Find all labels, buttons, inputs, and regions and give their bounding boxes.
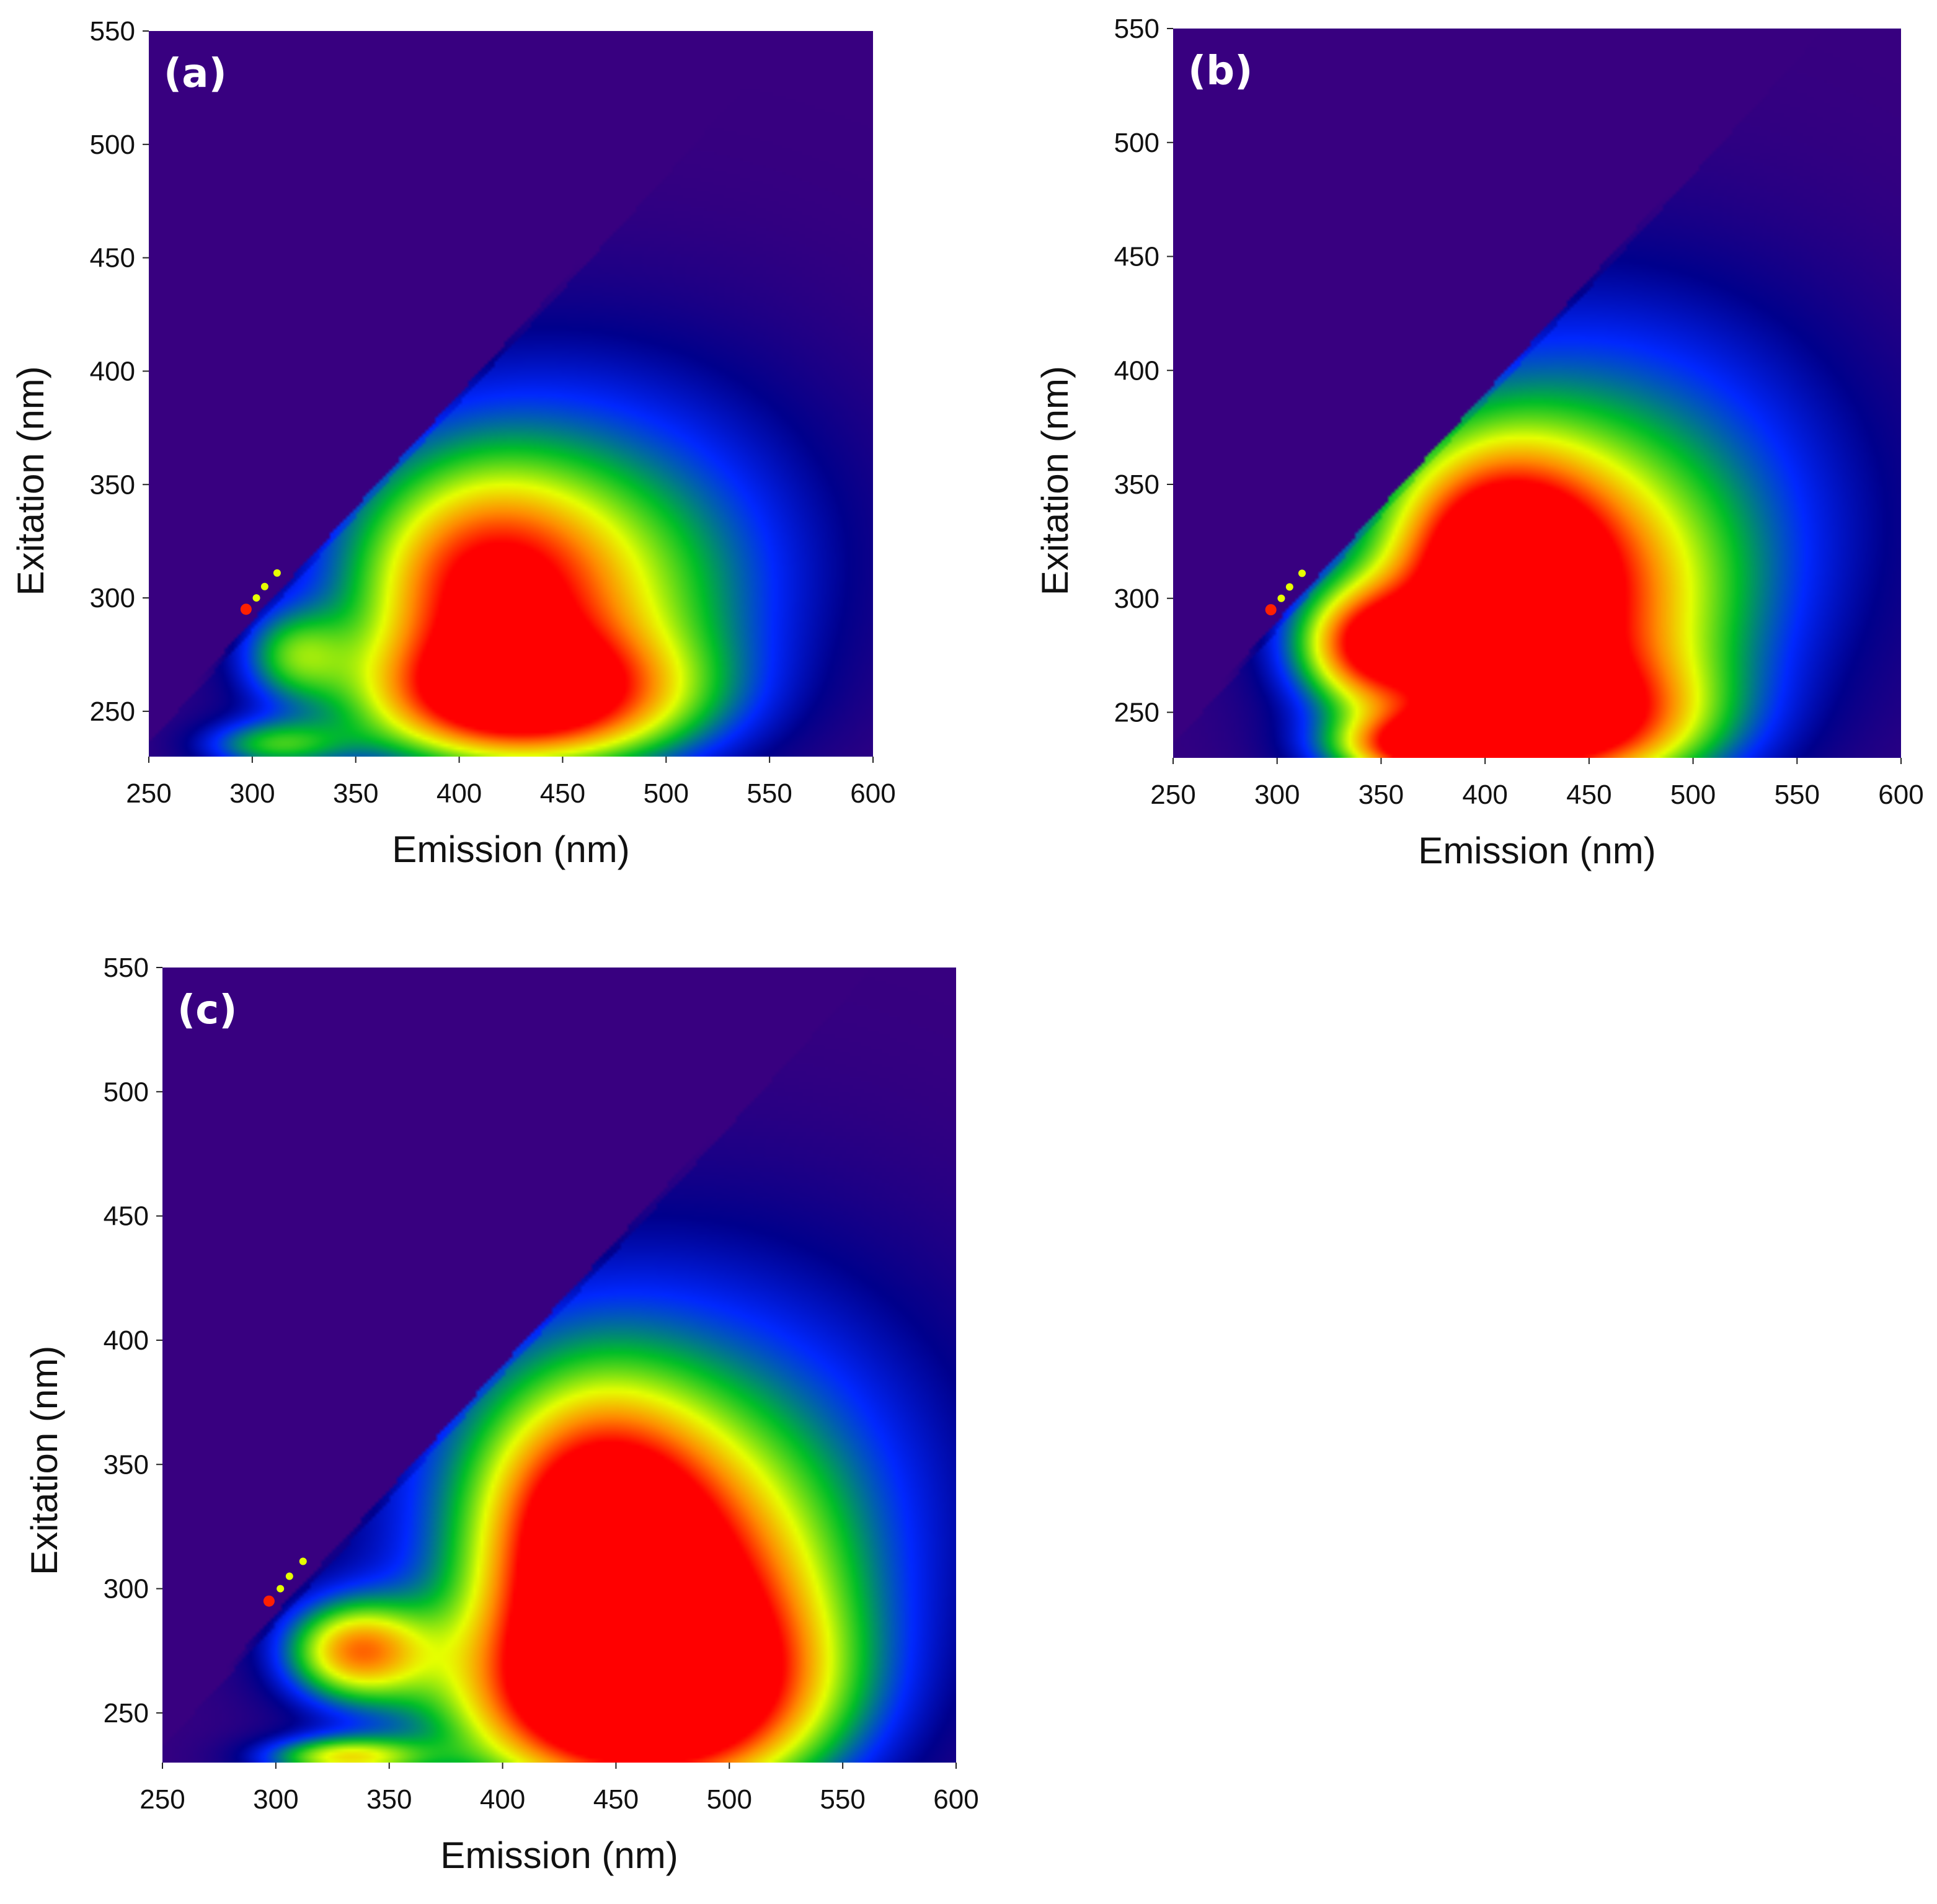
y-tick-label: 550 [1114, 14, 1159, 44]
y-tick-label: 450 [1114, 242, 1159, 272]
scatter-dot [277, 1585, 285, 1593]
scatter-dot [260, 582, 268, 590]
scatter-dot [1298, 569, 1306, 577]
scatter-dot [285, 1572, 293, 1580]
y-tick-label: 450 [90, 243, 135, 274]
x-tick-label: 300 [253, 1784, 298, 1815]
y-tick-label: 250 [104, 1698, 149, 1728]
scatter-dot [273, 569, 281, 577]
panel-label: (c) [177, 987, 237, 1033]
x-tick-label: 600 [933, 1784, 978, 1815]
scatter-dot [1285, 583, 1293, 591]
y-tick-label: 400 [90, 356, 135, 386]
y-tick-label: 250 [90, 696, 135, 727]
panel-b: 250 300 350 400 450 500 550 600 250 300 350 400 450 5… [1034, 14, 1924, 871]
scatter-dot [1265, 604, 1277, 616]
y-tick-label: 450 [104, 1201, 149, 1232]
x-axis-label: Emission (nm) [1418, 830, 1656, 871]
x-axis-label: Emission (nm) [392, 829, 629, 870]
x-tick-label: 250 [126, 778, 171, 809]
y-tick-label: 550 [90, 16, 135, 47]
scatter-dot [252, 594, 260, 602]
panel-a: 250 300 350 400 450 500 550 600 250 300 350 400 450 5… [10, 16, 896, 870]
y-axis-label: Exitation (nm) [24, 1346, 65, 1575]
x-tick-label: 600 [1878, 780, 1923, 810]
y-tick-label: 500 [1114, 128, 1159, 158]
x-tick-label: 400 [480, 1784, 525, 1815]
y-tick-label: 400 [104, 1325, 149, 1356]
x-tick-label: 450 [540, 778, 585, 809]
x-tick-label: 550 [1775, 780, 1820, 810]
y-axis-label: Exitation (nm) [1034, 366, 1076, 595]
y-axis-label: Exitation (nm) [10, 366, 51, 595]
x-tick-label: 300 [1254, 780, 1300, 810]
x-tick-label: 500 [707, 1784, 752, 1815]
x-tick-label: 350 [333, 778, 378, 809]
scatter-dot [263, 1595, 275, 1607]
x-tick-label: 450 [593, 1784, 639, 1815]
heatmap-image [162, 968, 956, 1763]
y-tick-label: 550 [104, 953, 149, 983]
x-tick-label: 550 [820, 1784, 865, 1815]
x-tick-label: 300 [229, 778, 275, 809]
y-tick-label: 350 [90, 469, 135, 500]
panel-label: (b) [1188, 48, 1252, 94]
y-tick-label: 500 [104, 1077, 149, 1107]
x-tick-label: 500 [1670, 780, 1716, 810]
x-tick-label: 450 [1566, 780, 1611, 810]
x-tick-label: 350 [366, 1784, 412, 1815]
y-tick-label: 300 [90, 583, 135, 613]
x-tick-label: 500 [644, 778, 689, 809]
scatter-dot [299, 1557, 307, 1565]
x-tick-label: 600 [850, 778, 895, 809]
heatmap-image [149, 31, 873, 757]
y-tick-label: 400 [1114, 355, 1159, 386]
x-tick-label: 350 [1359, 780, 1404, 810]
scatter-dot [240, 603, 252, 615]
x-tick-label: 250 [140, 1784, 185, 1815]
x-tick-label: 400 [1462, 780, 1507, 810]
x-tick-label: 550 [747, 778, 792, 809]
y-tick-label: 300 [1114, 584, 1159, 614]
y-tick-label: 300 [104, 1574, 149, 1604]
x-axis-label: Emission (nm) [440, 1835, 678, 1876]
y-tick-label: 250 [1114, 698, 1159, 728]
x-tick-label: 400 [437, 778, 482, 809]
x-tick-label: 250 [1150, 780, 1195, 810]
panel-c: 250 300 350 400 450 500 550 600 250 300 350 400 450 5… [24, 953, 979, 1876]
y-tick-label: 350 [104, 1449, 149, 1480]
scatter-dot [1277, 594, 1285, 602]
panel-label: (a) [164, 51, 227, 97]
y-tick-label: 500 [90, 130, 135, 160]
heatmap-image [1173, 29, 1901, 758]
y-tick-label: 350 [1114, 469, 1159, 500]
